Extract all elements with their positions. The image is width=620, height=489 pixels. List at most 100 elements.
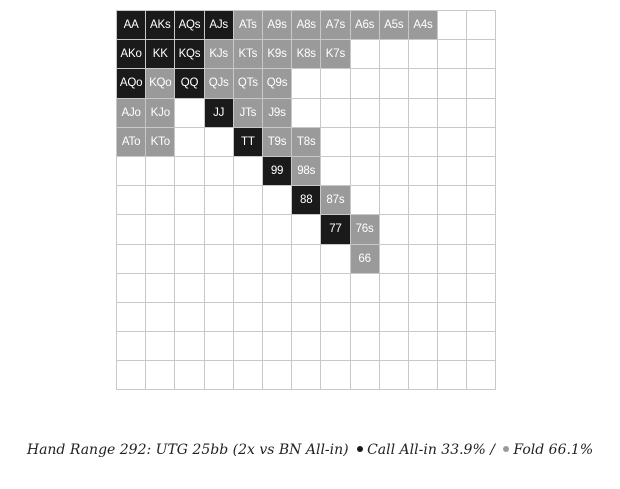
hand-cell — [438, 40, 468, 70]
hand-cell — [350, 186, 380, 216]
hand-cell: KJo — [146, 98, 176, 128]
hand-cell — [262, 332, 293, 362]
hand-cell — [350, 98, 380, 128]
hand-cell: T9s — [262, 127, 293, 157]
hand-cell — [438, 98, 468, 128]
hand-cell: AKo — [117, 40, 147, 70]
hand-cell — [117, 302, 147, 333]
hand-cell — [292, 302, 322, 333]
hand-cell — [204, 273, 234, 303]
hand-cell: KQo — [146, 69, 176, 99]
hand-cell — [175, 215, 205, 245]
hand-cell — [321, 98, 351, 128]
hand-cell — [204, 361, 234, 391]
hand-cell — [467, 40, 497, 70]
hand-cell — [438, 186, 468, 216]
hand-cell — [467, 69, 497, 99]
hand-range-grid: AA AKs AQs AJs ATs A9s A8s A7s A6s A5s A4s AKo KK KQs… — [116, 10, 497, 391]
hand-cell: A8s — [292, 11, 322, 41]
hand-cell — [438, 215, 468, 245]
hand-cell — [321, 332, 351, 362]
hand-cell: KJs — [204, 40, 234, 70]
hand-cell — [467, 273, 497, 303]
hand-cell: 66 — [350, 244, 380, 274]
hand-cell — [350, 156, 380, 187]
hand-cell — [408, 40, 439, 70]
hand-cell — [117, 215, 147, 245]
hand-cell — [379, 98, 409, 128]
hand-cell — [321, 127, 351, 157]
hand-cell: 77 — [321, 215, 351, 245]
hand-cell: Q9s — [262, 69, 293, 99]
hand-cell: KTs — [233, 40, 263, 70]
hand-cell — [379, 361, 409, 391]
hand-cell: 99 — [262, 156, 293, 187]
range-caption: Hand Range 292: UTG 25bb (2x vs BN All-i… — [0, 442, 620, 458]
hand-cell — [175, 156, 205, 187]
hand-cell — [321, 244, 351, 274]
hand-cell: K9s — [262, 40, 293, 70]
hand-cell — [408, 69, 439, 99]
hand-cell — [438, 361, 468, 391]
hand-cell — [175, 186, 205, 216]
hand-cell: ATs — [233, 11, 263, 41]
hand-cell — [379, 332, 409, 362]
hand-cell — [262, 215, 293, 245]
hand-cell — [175, 98, 205, 128]
hand-cell — [233, 273, 263, 303]
hand-cell — [117, 332, 147, 362]
hand-cell — [379, 302, 409, 333]
hand-cell — [117, 244, 147, 274]
hand-cell — [292, 98, 322, 128]
hand-cell — [117, 156, 147, 187]
hand-cell — [467, 215, 497, 245]
hand-cell — [175, 244, 205, 274]
hand-cell: JTs — [233, 98, 263, 128]
hand-cell — [379, 244, 409, 274]
hand-cell — [350, 40, 380, 70]
hand-cell — [408, 361, 439, 391]
hand-cell — [175, 361, 205, 391]
hand-cell — [321, 302, 351, 333]
hand-cell: TT — [233, 127, 263, 157]
hand-cell — [408, 244, 439, 274]
hand-cell: T8s — [292, 127, 322, 157]
hand-cell — [408, 215, 439, 245]
hand-cell — [175, 302, 205, 333]
hand-cell — [146, 186, 176, 216]
hand-cell — [175, 127, 205, 157]
hand-cell: AA — [117, 11, 147, 41]
hand-cell — [204, 156, 234, 187]
hand-cell — [146, 244, 176, 274]
hand-cell: A7s — [321, 11, 351, 41]
hand-cell — [233, 361, 263, 391]
hand-cell — [438, 273, 468, 303]
hand-cell — [438, 332, 468, 362]
hand-cell — [146, 302, 176, 333]
hand-cell — [438, 244, 468, 274]
hand-cell — [438, 127, 468, 157]
hand-cell — [117, 273, 147, 303]
hand-cell — [467, 244, 497, 274]
hand-cell — [204, 244, 234, 274]
hand-cell — [350, 127, 380, 157]
hand-cell — [146, 156, 176, 187]
hand-cell — [350, 273, 380, 303]
hand-cell: KTo — [146, 127, 176, 157]
hand-cell — [379, 40, 409, 70]
hand-cell — [467, 186, 497, 216]
hand-cell — [233, 302, 263, 333]
hand-cell — [350, 332, 380, 362]
hand-cell — [117, 186, 147, 216]
hand-cell — [467, 361, 497, 391]
hand-cell: 98s — [292, 156, 322, 187]
hand-cell — [262, 361, 293, 391]
hand-cell — [292, 215, 322, 245]
hand-cell: KK — [146, 40, 176, 70]
hand-cell — [204, 302, 234, 333]
hand-cell — [146, 215, 176, 245]
hand-cell — [262, 244, 293, 274]
hand-cell — [292, 332, 322, 362]
hand-cell: JJ — [204, 98, 234, 128]
hand-cell: A5s — [379, 11, 409, 41]
